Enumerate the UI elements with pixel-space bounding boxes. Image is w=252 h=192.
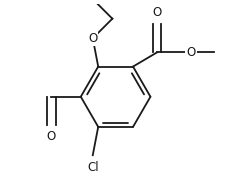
Text: O: O bbox=[186, 46, 195, 59]
Text: O: O bbox=[152, 6, 161, 19]
Text: O: O bbox=[47, 130, 56, 143]
Text: O: O bbox=[88, 32, 97, 45]
Text: Cl: Cl bbox=[87, 161, 98, 174]
